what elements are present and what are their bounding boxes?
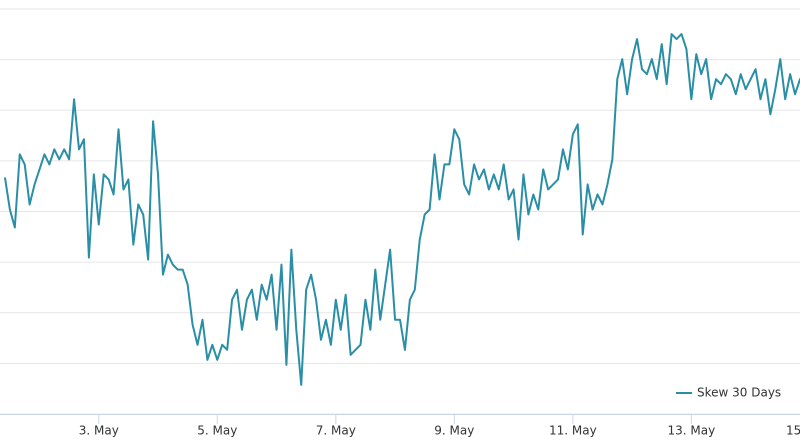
x-tick-label: 11. May [549,424,597,438]
x-tick-label: 3. May [79,424,119,438]
x-tick-label: 15. May [786,424,800,438]
x-tick-label: 7. May [316,424,356,438]
legend[interactable]: Skew 30 Days [676,386,781,400]
x-tick-label: 9. May [434,424,474,438]
x-tick-label: 13. May [667,424,715,438]
x-tick-label: 5. May [197,424,237,438]
data-line [3,33,800,386]
legend-label: Skew 30 Days [697,386,781,400]
